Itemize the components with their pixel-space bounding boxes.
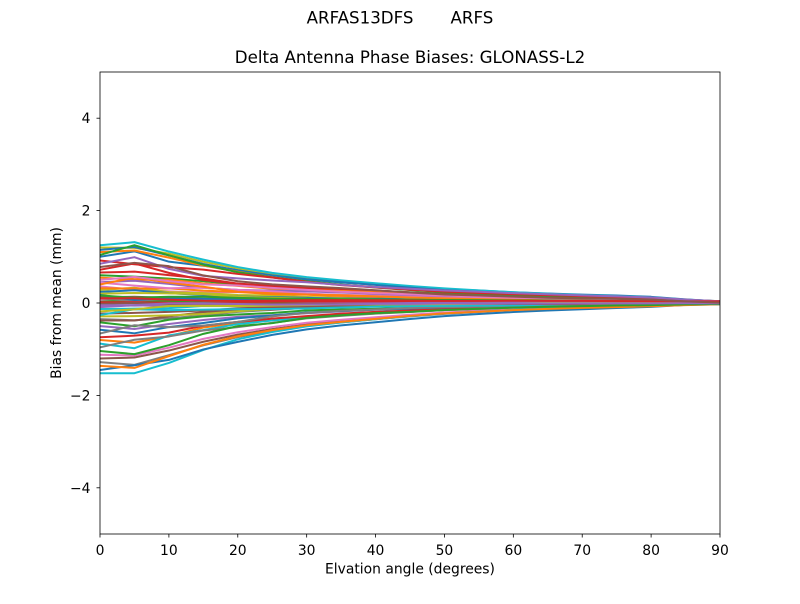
axes-frame	[99, 71, 721, 535]
series-line-line-52	[100, 303, 720, 369]
axis-ticks: 0 10 20 30 40 50 60 70 80 90 −4 −2 0 2 4	[70, 111, 729, 559]
y-tick-label: 4	[82, 111, 91, 127]
series-line-line-56	[100, 261, 720, 304]
series-line-line-53	[100, 303, 720, 356]
x-tick-label: 20	[229, 543, 247, 559]
y-tick-label: 0	[82, 296, 91, 312]
series-line-line-55	[100, 302, 720, 307]
series-line-line-54	[100, 297, 720, 303]
x-tick-label: 70	[573, 543, 591, 559]
x-tick-label: 10	[160, 543, 178, 559]
y-tick-label: −2	[70, 388, 90, 404]
series-lines	[100, 241, 720, 375]
y-axis-label: Bias from mean (mm)	[49, 227, 65, 379]
x-tick-label: 90	[711, 543, 729, 559]
x-tick-label: 0	[96, 543, 105, 559]
x-axis-label: Elvation angle (degrees)	[325, 562, 495, 578]
chart-title: Delta Antenna Phase Biases: GLONASS-L2	[235, 48, 585, 67]
x-tick-label: 50	[436, 543, 454, 559]
y-tick-label: 2	[82, 204, 91, 220]
figure-suptitle: ARFAS13DFS ARFS	[307, 9, 494, 28]
x-tick-label: 40	[367, 543, 385, 559]
x-tick-label: 30	[298, 543, 316, 559]
x-tick-label: 60	[505, 543, 523, 559]
y-tick-label: −4	[70, 481, 91, 497]
x-tick-label: 80	[642, 543, 660, 559]
